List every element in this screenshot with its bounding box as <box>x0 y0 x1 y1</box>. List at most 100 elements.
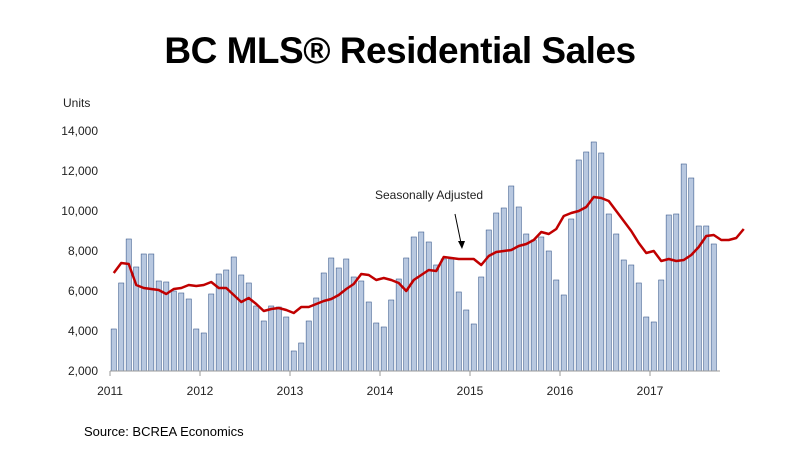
seasonally-adjusted-line <box>112 195 745 315</box>
bar <box>568 218 575 372</box>
chart-title: BC MLS® Residential Sales <box>164 30 636 71</box>
bar <box>538 236 545 372</box>
y-axis-label: Units <box>63 96 90 110</box>
bar <box>178 292 185 372</box>
bar <box>485 229 492 372</box>
bar <box>358 280 365 372</box>
bar <box>125 238 132 372</box>
bar <box>275 306 282 372</box>
x-tick-label: 2017 <box>637 384 664 398</box>
bar <box>388 299 395 372</box>
bar <box>688 177 695 372</box>
x-tick-label: 2014 <box>367 384 394 398</box>
bar <box>598 152 605 372</box>
bar <box>583 151 590 372</box>
bar <box>680 163 687 372</box>
y-tick-label: 12,000 <box>61 164 98 178</box>
bar <box>463 309 470 372</box>
bar-series <box>110 141 717 372</box>
bar <box>440 258 447 372</box>
bar <box>523 233 530 372</box>
bar <box>425 241 432 372</box>
x-tick-label: 2012 <box>187 384 214 398</box>
bar <box>118 282 125 372</box>
bar <box>110 328 117 372</box>
bar <box>320 272 327 372</box>
bar <box>613 233 620 372</box>
y-axis-ticks: 2,000 4,000 6,000 8,000 10,000 12,000 14,000 <box>61 124 98 378</box>
bar <box>365 301 372 372</box>
bar <box>170 290 177 372</box>
bar <box>163 281 170 372</box>
bar <box>223 269 230 372</box>
bar <box>328 257 335 372</box>
x-axis-ticks: 2011 2012 2013 2014 2015 2016 2017 <box>97 371 664 398</box>
x-tick-label: 2011 <box>97 384 123 398</box>
bar <box>545 250 552 372</box>
bar <box>628 264 635 372</box>
bar <box>703 225 710 372</box>
y-tick-label: 4,000 <box>68 324 98 338</box>
bar <box>658 279 665 372</box>
bar <box>470 323 477 372</box>
bar <box>283 316 290 372</box>
bar <box>478 276 485 372</box>
bar <box>493 212 500 372</box>
y-tick-label: 8,000 <box>68 244 98 258</box>
y-tick-label: 2,000 <box>68 364 98 378</box>
bar <box>575 159 582 372</box>
y-tick-label: 6,000 <box>68 284 98 298</box>
source-note: Source: BCREA Economics <box>84 424 244 439</box>
bar <box>448 258 455 372</box>
bar <box>643 316 650 372</box>
bar <box>260 320 267 372</box>
bar <box>298 342 305 372</box>
x-tick-label: 2016 <box>547 384 574 398</box>
bar <box>418 231 425 372</box>
bar <box>200 332 207 372</box>
bar <box>208 293 215 372</box>
bar <box>508 185 515 372</box>
bar <box>155 280 162 372</box>
bar <box>268 305 275 372</box>
annotation-label: Seasonally Adjusted <box>375 188 483 202</box>
bar <box>455 291 462 372</box>
bar <box>140 253 147 372</box>
bar <box>185 298 192 372</box>
bar <box>403 257 410 372</box>
bar <box>395 278 402 372</box>
bar <box>193 328 200 372</box>
bar <box>350 276 357 372</box>
bar <box>410 236 417 372</box>
bar <box>253 305 260 372</box>
bar <box>238 274 245 372</box>
bar <box>605 213 612 372</box>
bar <box>373 322 380 372</box>
annotation-arrow <box>454 213 465 249</box>
bar <box>665 214 672 372</box>
bar <box>313 297 320 372</box>
bar <box>380 326 387 372</box>
bar <box>500 207 507 372</box>
bar <box>650 321 657 372</box>
bar <box>560 294 567 372</box>
bar <box>343 258 350 372</box>
bar <box>553 279 560 372</box>
bar <box>290 350 297 372</box>
bar <box>230 256 237 372</box>
bar <box>635 282 642 372</box>
y-tick-label: 14,000 <box>61 124 98 138</box>
bar <box>673 213 680 372</box>
x-tick-label: 2015 <box>457 384 484 398</box>
bar <box>433 264 440 372</box>
bar <box>620 259 627 372</box>
bar <box>590 141 597 372</box>
bar <box>305 320 312 372</box>
x-tick-label: 2013 <box>277 384 304 398</box>
bar <box>515 206 522 372</box>
bar <box>335 267 342 372</box>
bar <box>710 243 717 372</box>
y-tick-label: 10,000 <box>61 204 98 218</box>
bar <box>148 253 155 372</box>
